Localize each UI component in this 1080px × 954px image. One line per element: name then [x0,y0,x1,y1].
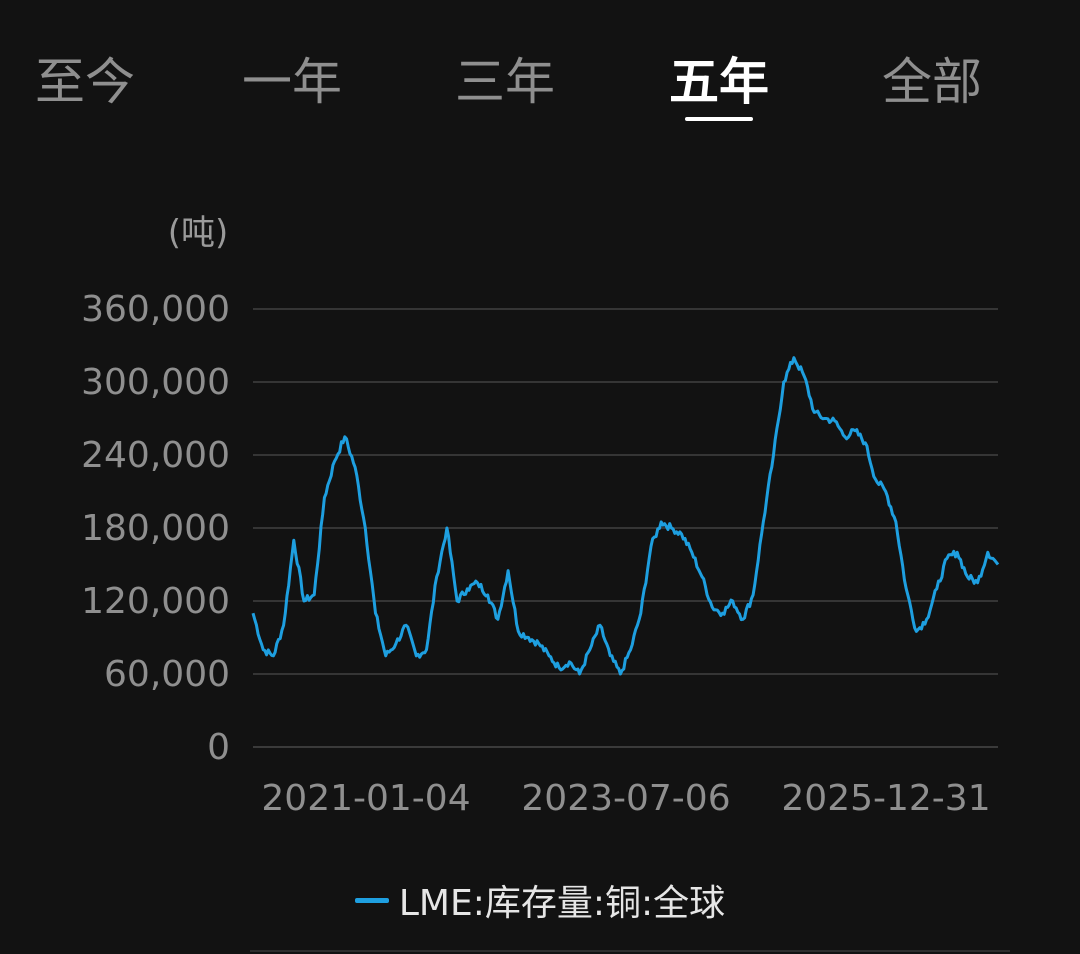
x-tick-label: 2025-12-31 [781,778,990,819]
tab-all[interactable]: 全部 [882,53,982,111]
x-tick-label: 2023-07-06 [521,778,730,819]
tab-to-date[interactable]: 至今 [35,53,135,111]
y-tick-label: 0 [207,727,230,768]
y-tick-label: 300,000 [81,362,230,403]
y-axis-unit-label: (吨) [168,213,229,253]
active-tab-indicator [685,117,753,121]
tab-three-years[interactable]: 三年 [455,53,555,111]
line-chart: (吨) 0 60,000 120,000 180,000 240,000 300,000 36… [81,213,1000,819]
y-tick-label: 240,000 [81,435,230,476]
legend-label: LME:库存量:铜:全球 [398,883,726,924]
y-tick-label: 360,000 [81,289,230,330]
y-tick-label: 60,000 [104,654,230,695]
tab-one-year[interactable]: 一年 [242,53,342,111]
legend-swatch [354,897,389,903]
y-tick-label: 120,000 [81,581,230,622]
bottom-divider [250,950,1010,952]
y-tick-label: 180,000 [81,508,230,549]
legend: LME:库存量:铜:全球 [0,874,1080,926]
time-range-tabs: 至今 一年 三年 五年 全部 [0,0,1080,140]
series-line [251,356,1000,676]
x-tick-label: 2021-01-04 [261,778,470,819]
tab-five-years[interactable]: 五年 [669,53,769,111]
